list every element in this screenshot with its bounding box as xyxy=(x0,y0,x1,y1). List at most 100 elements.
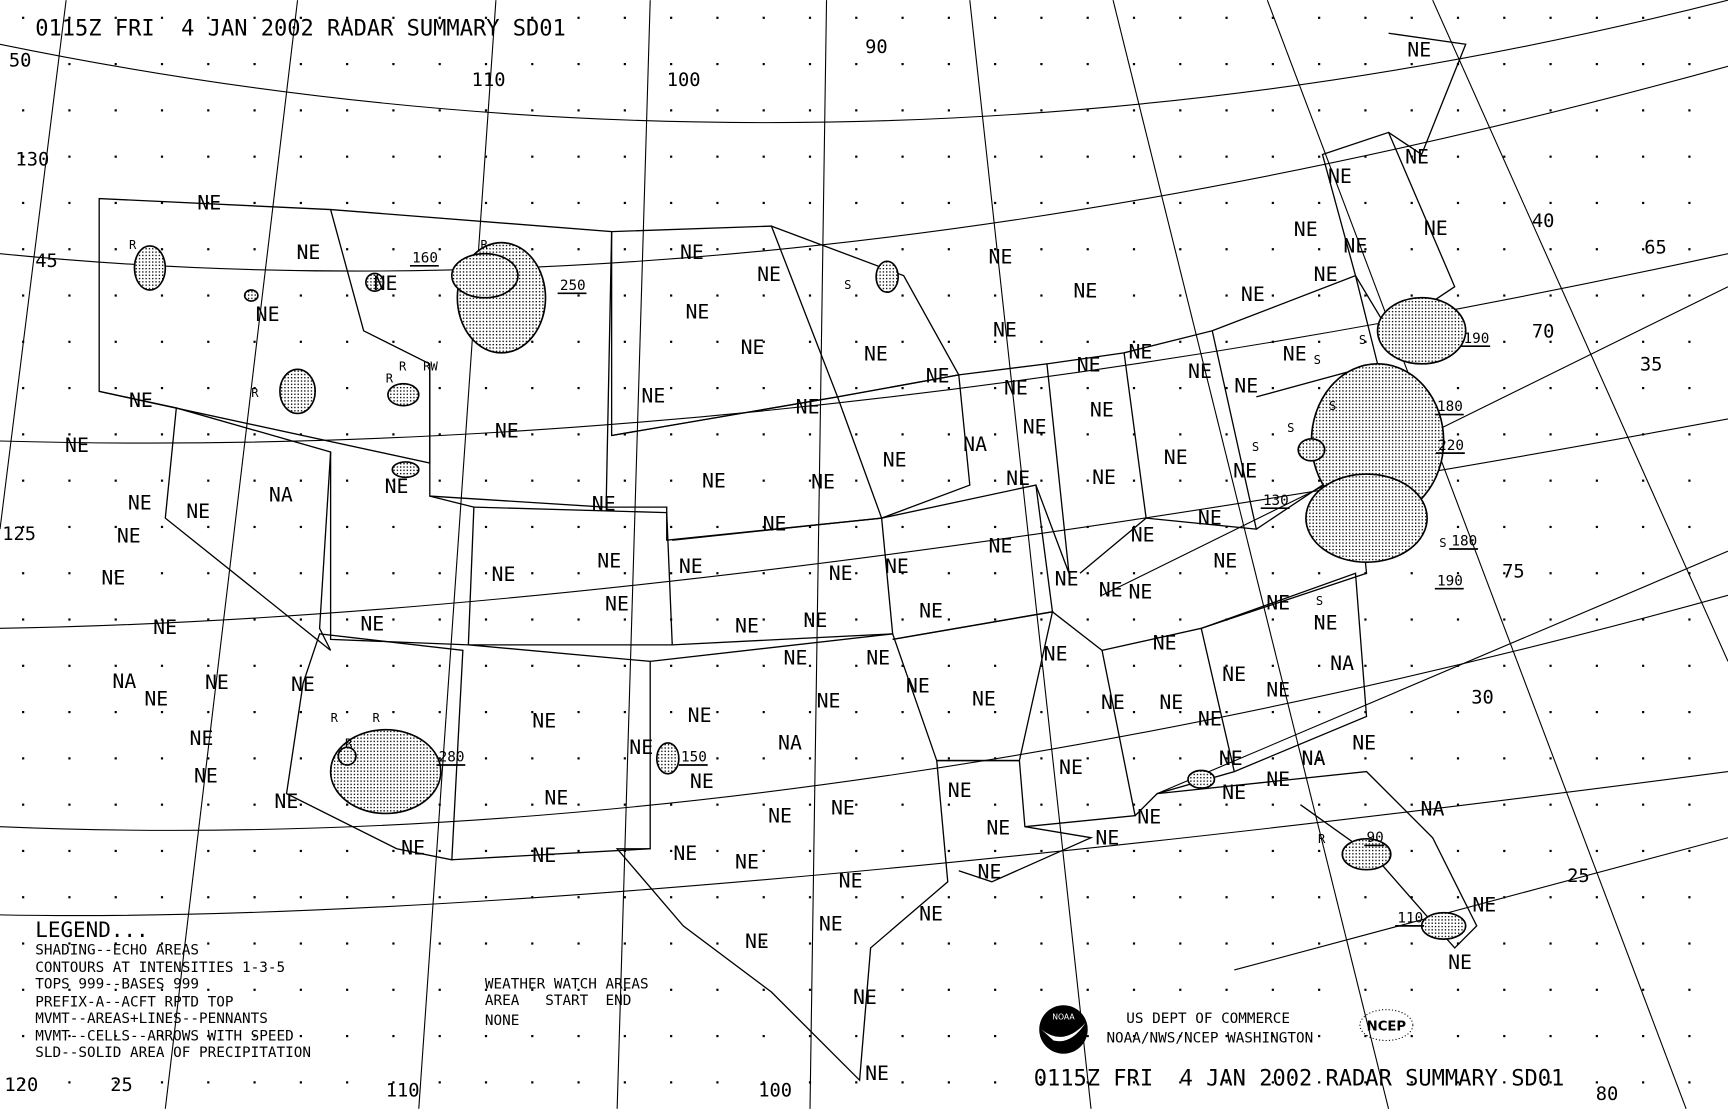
grid-dot xyxy=(22,479,25,482)
grid-dot xyxy=(68,386,71,390)
grid-dot xyxy=(762,849,765,853)
grid-dot xyxy=(623,386,626,390)
grid-dot xyxy=(22,803,25,806)
grid-dot xyxy=(22,386,25,390)
grid-dot xyxy=(1132,988,1136,991)
grid-dot xyxy=(1549,155,1552,158)
grid-dot xyxy=(253,386,256,390)
grid-dot xyxy=(947,1034,950,1038)
grid-dot xyxy=(577,62,580,66)
grid-dot xyxy=(68,618,71,621)
region-code: NE xyxy=(641,384,665,407)
grid-dot xyxy=(947,803,950,806)
grid-dot xyxy=(22,433,25,436)
region-code: NE xyxy=(532,844,556,867)
region-code: NE xyxy=(256,303,280,326)
grid-dot xyxy=(346,710,349,714)
grid-dot xyxy=(207,294,210,297)
grid-dot xyxy=(1179,1081,1182,1084)
grid-dot xyxy=(670,849,673,853)
grid-dot xyxy=(1040,479,1043,482)
grid-dot xyxy=(1086,433,1089,436)
grid-dots xyxy=(22,16,1691,1084)
grid-dot xyxy=(346,525,349,529)
grid-dot xyxy=(1086,155,1089,158)
grid-dot xyxy=(623,433,626,436)
region-code: NE xyxy=(1266,679,1290,702)
grid-dot xyxy=(114,942,117,945)
region-code: NE xyxy=(757,263,781,286)
grid-dot xyxy=(68,155,71,158)
grid-dot xyxy=(716,988,719,991)
grid-dot xyxy=(1503,572,1506,575)
grid-dot xyxy=(1410,109,1413,112)
grid-dot xyxy=(855,803,858,806)
grid-dot xyxy=(438,1034,441,1038)
region-code: NE xyxy=(819,912,843,935)
region-code: NE xyxy=(360,613,384,636)
grid-dot xyxy=(716,1081,719,1084)
region-code: NE xyxy=(978,861,1002,884)
grid-dot xyxy=(1179,525,1182,529)
region-code: NE xyxy=(1004,377,1028,400)
grid-dot xyxy=(1040,248,1043,251)
ncep-logo: NCEP xyxy=(1359,1009,1414,1042)
grid-dot xyxy=(716,62,719,66)
grid-dot xyxy=(1132,16,1136,19)
region-labels: 50 130 45 125 120 25 110 100 90 110 100 40 65 70 35 75 3… xyxy=(2,37,1667,1105)
region-code: NE xyxy=(688,704,712,727)
grid-dot xyxy=(392,340,395,343)
grid-dot xyxy=(623,525,626,529)
grid-dot xyxy=(1225,62,1228,66)
grid-dot xyxy=(438,109,441,112)
grid-dot xyxy=(68,525,71,529)
grid-dot xyxy=(484,109,488,112)
grid-dot xyxy=(68,433,71,436)
grid-dot xyxy=(22,62,25,66)
grid-dot xyxy=(855,572,858,575)
grid-dot xyxy=(1132,62,1136,66)
grid-dot xyxy=(1086,294,1089,297)
grid-dot xyxy=(253,109,256,112)
grid-dot xyxy=(392,109,395,112)
grid-dot xyxy=(901,942,904,945)
grid-dot xyxy=(1364,155,1367,158)
grid-dot xyxy=(1642,433,1645,436)
grid-dot xyxy=(346,294,349,297)
grid-dot xyxy=(484,896,488,899)
noaa-logo-text: NOAA xyxy=(1052,1013,1075,1022)
grid-dot xyxy=(808,896,812,899)
grid-dot xyxy=(716,757,719,760)
grid-line xyxy=(969,0,1092,1109)
grid-dot xyxy=(716,433,719,436)
grid-label: 120 xyxy=(4,1075,38,1096)
grid-dot xyxy=(346,386,349,390)
grid-dot xyxy=(160,710,164,714)
grid-dot xyxy=(438,433,441,436)
grid-dot xyxy=(716,942,719,945)
region-code: NE xyxy=(853,986,877,1009)
grid-dot xyxy=(577,1034,580,1038)
grid-dot xyxy=(670,479,673,482)
grid-line xyxy=(0,65,1728,272)
grid-dot xyxy=(808,248,812,251)
grid-dot xyxy=(947,294,950,297)
region-code: NE xyxy=(803,609,827,632)
grid-dot xyxy=(1410,572,1413,575)
grid-dot xyxy=(160,757,164,760)
grid-dot xyxy=(1086,525,1089,529)
grid-dot xyxy=(947,896,950,899)
grid-dot xyxy=(1364,942,1367,945)
cell-marker: R xyxy=(372,711,380,725)
grid-dot xyxy=(114,479,117,482)
grid-dot xyxy=(114,757,117,760)
grid-dot xyxy=(947,62,950,66)
grid-dot xyxy=(1549,988,1552,991)
grid-dot xyxy=(1549,618,1552,621)
grid-dot xyxy=(1595,433,1598,436)
grid-dot xyxy=(114,294,117,297)
grid-dot xyxy=(1318,1034,1321,1038)
grid-dot xyxy=(1040,201,1043,205)
grid-dot xyxy=(1132,109,1136,112)
